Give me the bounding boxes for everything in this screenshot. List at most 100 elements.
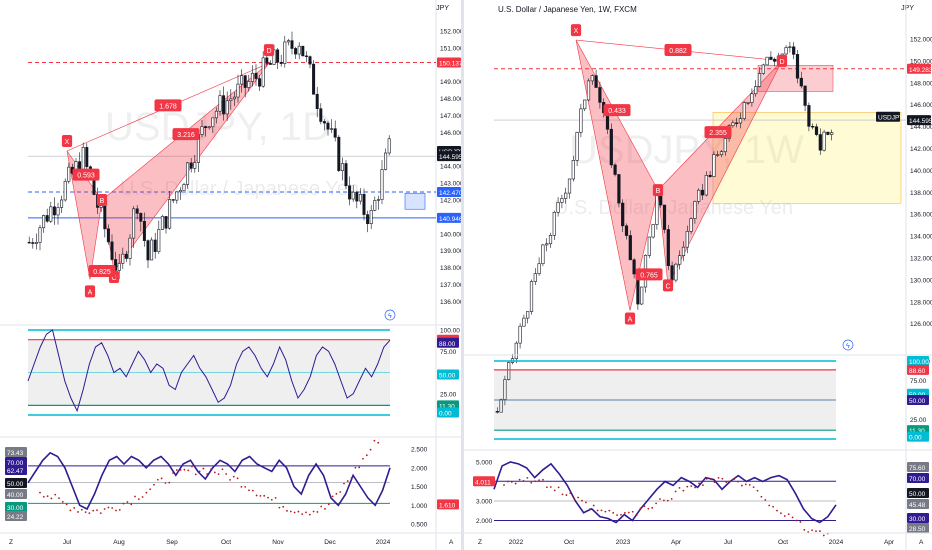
candle-body <box>34 242 38 244</box>
candle-body <box>746 102 750 104</box>
svg-text:75.60: 75.60 <box>909 465 926 472</box>
candle-body <box>499 399 503 413</box>
left-chart-canvas[interactable]: 152.000151.000150.000149.000148.000147.0… <box>0 0 461 550</box>
osc-dot <box>236 477 239 480</box>
left-rsi-badge: 0.00 <box>437 407 459 418</box>
osc-dot <box>354 466 357 469</box>
right-pattern-point-d: D <box>776 54 788 67</box>
candle-body <box>348 185 352 200</box>
osc-dot <box>760 495 763 498</box>
osc-dot <box>659 498 661 500</box>
right-pattern-bcd <box>657 60 783 287</box>
svg-text:B: B <box>100 198 105 205</box>
osc-dot <box>156 478 159 481</box>
candle-body <box>186 162 190 185</box>
right-rsi-badge: 50.00 <box>907 395 929 405</box>
candle-body <box>243 75 247 88</box>
left-price-tick: 138.000 <box>440 265 461 272</box>
osc-dot <box>130 503 133 506</box>
osc-dot <box>799 521 802 523</box>
candle-body <box>258 78 262 87</box>
osc-dot <box>267 496 269 499</box>
candle-body <box>735 122 739 124</box>
right-candles <box>495 41 834 414</box>
right-chart-canvas[interactable]: 152.000 150.000 148.000 146.000 144.000 142.0… <box>464 0 932 550</box>
left-alert-icon <box>384 309 396 321</box>
candle-body <box>788 46 792 48</box>
osc-dot <box>526 476 529 479</box>
pane-divider[interactable] <box>461 0 464 550</box>
svg-text:30.00: 30.00 <box>909 516 926 523</box>
candle-body <box>742 102 746 119</box>
osc-dot <box>145 491 148 494</box>
osc-dot <box>713 481 716 484</box>
osc-dot <box>297 510 300 513</box>
osc-dot <box>624 511 626 514</box>
candle-body <box>254 72 258 79</box>
svg-text:40.00: 40.00 <box>7 492 24 499</box>
candle-body <box>193 162 197 169</box>
right-price-tick: 136.000 <box>910 212 932 219</box>
osc-dot <box>350 477 353 479</box>
candle-body <box>312 63 316 95</box>
right-price-tick: 140.000 <box>910 168 932 175</box>
left-price-tick: 146.000 <box>440 130 461 137</box>
right-time-label: Jul <box>724 539 733 546</box>
svg-text:149.283: 149.283 <box>909 67 932 74</box>
osc-dot <box>542 478 544 481</box>
left-alert-glyph: ϟ <box>388 313 392 320</box>
osc-dot <box>600 509 603 512</box>
left-chart-pane[interactable]: USDJPY, 1D U.S. Dollar / Japanese Yen JP… <box>0 0 461 550</box>
osc-dot <box>103 508 106 510</box>
candle-body <box>586 80 591 101</box>
right-osc-dots <box>503 476 829 537</box>
osc-dot <box>709 478 712 481</box>
candle-body <box>49 206 53 222</box>
candle-body <box>27 241 31 244</box>
osc-dot <box>54 493 57 496</box>
candle-body <box>52 206 56 216</box>
osc-dot <box>316 511 319 513</box>
osc-dot <box>111 507 114 509</box>
right-alert-glyph: ϟ <box>846 343 850 350</box>
left-rsi-badge: 88.00 <box>437 337 459 348</box>
candle-body <box>164 216 168 229</box>
candle-body <box>632 259 636 275</box>
osc-dot <box>369 448 372 451</box>
right-yellow-zone <box>712 112 902 204</box>
osc-dot <box>160 477 163 480</box>
osc-dot <box>639 507 642 510</box>
svg-text:4.011: 4.011 <box>475 479 491 486</box>
left-osc-scale-badge: 70.00 <box>5 457 27 467</box>
osc-dot <box>263 494 266 497</box>
left-osc-scale-badge: 40.00 <box>5 489 27 499</box>
candle-body <box>128 237 132 259</box>
osc-dot <box>553 489 556 492</box>
left-rsi-badge: 50.00 <box>437 369 459 380</box>
right-time-label: 2023 <box>616 539 631 546</box>
left-candles <box>27 31 391 280</box>
left-price-tick: 151.000 <box>440 45 461 52</box>
right-price-tick: 150.000 <box>910 58 932 65</box>
right-symbol-title[interactable]: U.S. Dollar / Japanese Yen, 1W, FXCM <box>498 5 637 14</box>
right-price-tick: 138.000 <box>910 190 932 197</box>
candle-body <box>236 83 240 98</box>
candle-body <box>304 55 308 57</box>
left-time-label: Nov <box>272 539 284 546</box>
left-osc-tick: 2.000 <box>411 465 428 472</box>
osc-dot <box>339 491 342 493</box>
right-time-label: Oct <box>564 539 574 546</box>
right-chart-pane[interactable]: USDJPY, 1W U.S. Dollar / Japanese Yen U.… <box>464 0 932 550</box>
osc-dot <box>651 506 654 509</box>
osc-dot <box>118 508 121 511</box>
svg-text:45.48: 45.48 <box>909 502 926 509</box>
osc-dot <box>647 507 650 510</box>
osc-dot <box>96 509 98 512</box>
osc-dot <box>682 489 685 492</box>
osc-dot <box>674 490 677 493</box>
candle-body <box>579 108 583 133</box>
candle-body <box>110 241 114 260</box>
candle-body <box>67 166 71 182</box>
osc-dot <box>752 486 755 489</box>
osc-dot <box>733 478 735 480</box>
